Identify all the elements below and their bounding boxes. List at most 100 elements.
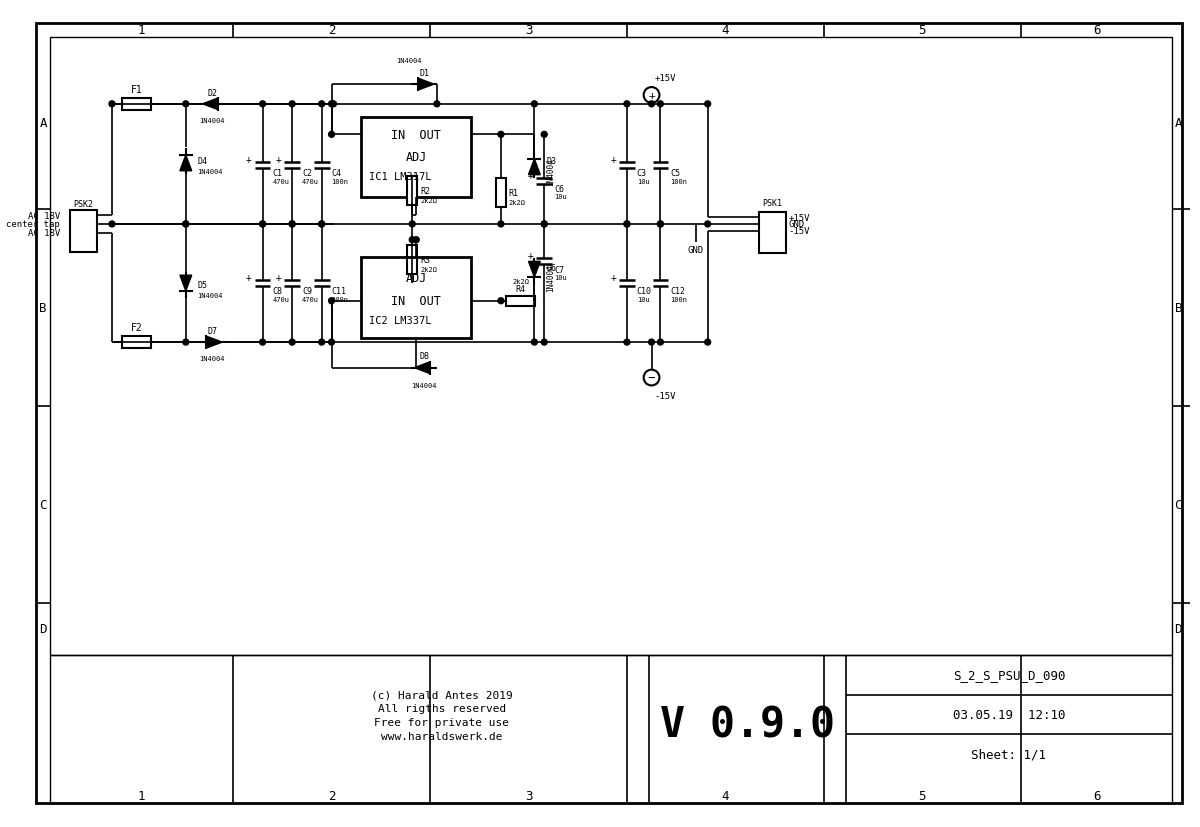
Text: 03.05.19  12:10: 03.05.19 12:10 — [953, 708, 1066, 721]
Polygon shape — [418, 79, 434, 91]
Text: IC2 LM337L: IC2 LM337L — [368, 316, 432, 326]
Text: D8: D8 — [419, 352, 430, 361]
Text: 1N4004: 1N4004 — [546, 158, 556, 185]
Text: 1N4004: 1N4004 — [546, 264, 556, 292]
Text: (c) Harald Antes 2019: (c) Harald Antes 2019 — [371, 690, 512, 700]
Text: C6: C6 — [554, 184, 564, 194]
Text: AC 18V: AC 18V — [28, 229, 60, 238]
Circle shape — [259, 340, 265, 346]
Text: B: B — [40, 302, 47, 315]
Circle shape — [658, 222, 664, 227]
Text: 100n: 100n — [331, 296, 348, 303]
Text: +: + — [648, 91, 655, 101]
Circle shape — [319, 340, 325, 346]
Text: 2k2Ω: 2k2Ω — [512, 279, 529, 284]
Text: 100n: 100n — [331, 179, 348, 184]
Circle shape — [182, 340, 188, 346]
Text: R3: R3 — [420, 256, 430, 265]
Text: +: + — [276, 155, 281, 165]
Circle shape — [109, 102, 115, 108]
Circle shape — [704, 340, 710, 346]
Text: GND: GND — [788, 220, 804, 229]
Text: PSK2: PSK2 — [73, 199, 94, 208]
Text: www.haraldswerk.de: www.haraldswerk.de — [382, 731, 503, 741]
Text: D: D — [1175, 623, 1182, 635]
Text: D3: D3 — [546, 157, 556, 166]
Circle shape — [541, 340, 547, 346]
Text: IN  OUT: IN OUT — [391, 295, 442, 308]
Text: +15V: +15V — [654, 74, 676, 83]
Text: -15V: -15V — [654, 391, 676, 400]
Circle shape — [624, 102, 630, 108]
Circle shape — [289, 222, 295, 227]
Circle shape — [182, 222, 188, 227]
Circle shape — [541, 132, 547, 138]
Polygon shape — [180, 276, 192, 292]
Text: 4: 4 — [721, 25, 730, 37]
Circle shape — [259, 222, 265, 227]
Bar — [121, 98, 151, 111]
Text: D1: D1 — [419, 69, 430, 78]
Text: C11: C11 — [331, 287, 347, 296]
Circle shape — [624, 222, 630, 227]
Text: 2k2Ω: 2k2Ω — [509, 200, 526, 206]
Text: IN  OUT: IN OUT — [391, 129, 442, 141]
Text: C: C — [40, 499, 47, 511]
Text: 6: 6 — [1093, 25, 1100, 37]
Text: PSK1: PSK1 — [763, 198, 782, 208]
Bar — [50, 38, 1172, 656]
Text: 2k2Ω: 2k2Ω — [420, 198, 437, 204]
Text: C8: C8 — [272, 287, 282, 296]
Text: Free for private use: Free for private use — [374, 717, 509, 727]
Text: 5: 5 — [918, 25, 926, 37]
Circle shape — [289, 340, 295, 346]
Text: A: A — [40, 117, 47, 130]
Text: 2: 2 — [328, 789, 335, 801]
Circle shape — [289, 102, 295, 108]
Bar — [496, 179, 506, 208]
Text: B: B — [1175, 302, 1182, 315]
Text: ADJ: ADJ — [406, 271, 427, 284]
Text: 100n: 100n — [671, 179, 688, 184]
Text: 6: 6 — [1093, 789, 1100, 801]
Polygon shape — [414, 362, 430, 374]
Circle shape — [329, 340, 335, 346]
Circle shape — [541, 222, 547, 227]
Text: C: C — [1175, 499, 1182, 511]
Bar — [70, 211, 97, 252]
Text: C4: C4 — [331, 169, 342, 178]
Text: R2: R2 — [420, 187, 430, 196]
Text: D6: D6 — [546, 264, 556, 272]
Text: D5: D5 — [198, 281, 208, 290]
Text: IC1 LM317L: IC1 LM317L — [368, 171, 432, 181]
Text: 470u: 470u — [272, 179, 289, 184]
Text: C9: C9 — [302, 287, 312, 296]
Text: +: + — [246, 155, 252, 165]
Bar — [407, 176, 418, 206]
Text: AC 18V: AC 18V — [28, 212, 60, 220]
Text: C2: C2 — [302, 169, 312, 178]
Text: 5: 5 — [918, 789, 926, 801]
Bar — [50, 656, 1172, 803]
Text: 10u: 10u — [554, 194, 566, 200]
Polygon shape — [180, 155, 192, 171]
Text: +: + — [246, 273, 252, 283]
Text: +: + — [528, 251, 533, 261]
Text: 1: 1 — [138, 25, 145, 37]
Text: F1: F1 — [131, 85, 143, 95]
Text: 3: 3 — [524, 25, 533, 37]
Text: D4: D4 — [198, 157, 208, 166]
Text: R1: R1 — [509, 189, 518, 198]
Text: 1N4004: 1N4004 — [412, 383, 437, 389]
Text: F2: F2 — [131, 323, 143, 333]
Text: D7: D7 — [208, 327, 217, 336]
Text: 1N4004: 1N4004 — [199, 356, 226, 361]
Circle shape — [319, 102, 325, 108]
Circle shape — [409, 237, 415, 243]
Text: S_2_S_PSU_D_090: S_2_S_PSU_D_090 — [953, 668, 1066, 681]
Text: C7: C7 — [554, 265, 564, 275]
Text: C5: C5 — [671, 169, 680, 178]
Text: 1N4004: 1N4004 — [198, 293, 223, 299]
Polygon shape — [528, 262, 540, 278]
Text: 2: 2 — [328, 25, 335, 37]
